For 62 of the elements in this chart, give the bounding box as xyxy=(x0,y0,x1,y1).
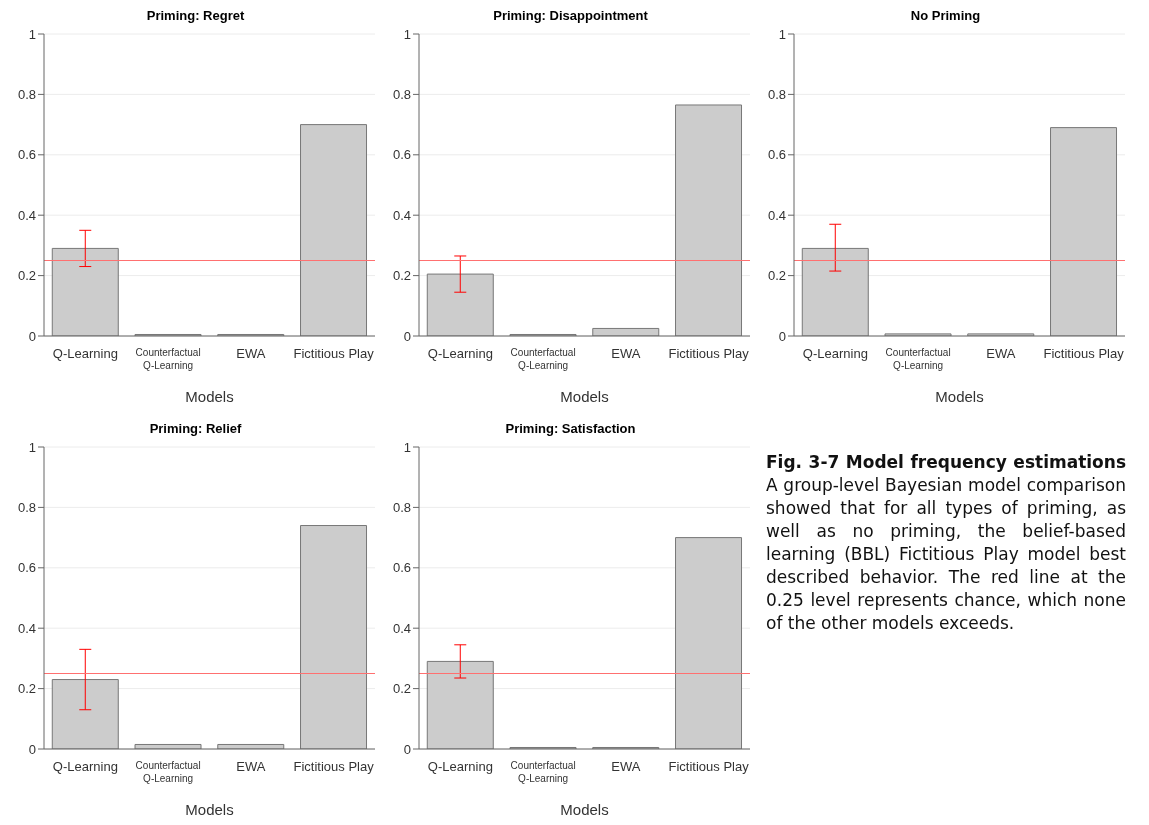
y-tick-label: 0.8 xyxy=(17,87,36,103)
x-tick-label: Counterfactual Q-Learning xyxy=(885,347,951,371)
y-tick-label: 1 xyxy=(403,439,411,455)
x-tick-label: EWA xyxy=(236,759,266,774)
y-tick-label: 0.8 xyxy=(392,500,411,516)
x-tick-label: Fictitious Play xyxy=(293,346,375,361)
y-tick-label: 0 xyxy=(403,741,411,757)
y-tick-label: 0.4 xyxy=(17,620,36,636)
y-tick-label: 1 xyxy=(28,439,36,455)
x-tick-label: Q-Learning xyxy=(427,346,493,361)
x-tick-label: Fictitious Play xyxy=(293,759,375,774)
chart-title: Priming: Disappointment xyxy=(492,8,649,25)
y-tick-label: 0 xyxy=(28,741,36,757)
x-tick-label: EWA xyxy=(611,759,641,774)
y-tick-label: 0.4 xyxy=(17,207,36,223)
y-tick-label: 0.2 xyxy=(392,681,411,697)
x-tick-label: Fictitious Play xyxy=(668,346,750,361)
x-tick-label: Counterfactual Q-Learning xyxy=(135,347,201,371)
y-tick-label: 1 xyxy=(403,26,411,42)
text: A group-level Bayesian model comparison showed that for all types of priming, as well as no priming, the belief-based learning (BBL) Fictitious Play model best described behavior. The red line at the 0.25 level represents chance, which none of the other models exceeds. xyxy=(766,475,1126,633)
text: Fig. 3-7 Model frequency estimations xyxy=(766,452,1126,472)
chart-title: Priming: Regret xyxy=(145,8,246,25)
y-tick-label: 0.4 xyxy=(392,207,411,223)
x-tick-label: EWA xyxy=(986,346,1016,361)
y-tick-label: 0.8 xyxy=(392,87,411,103)
x-tick-label: Counterfactual Q-Learning xyxy=(135,760,201,784)
x-tick-label: EWA xyxy=(236,346,266,361)
y-tick-label: 0.6 xyxy=(17,560,36,576)
y-tick-label: 0.6 xyxy=(767,147,786,163)
y-tick-label: 0.2 xyxy=(767,268,786,284)
x-tick-label: Q-Learning xyxy=(427,759,493,774)
x-axis-title: Models xyxy=(560,387,609,405)
y-tick-label: 0 xyxy=(403,328,411,344)
y-tick-label: 0.8 xyxy=(767,87,786,103)
x-tick-label: Fictitious Play xyxy=(668,759,750,774)
x-axis-title: Models xyxy=(185,800,234,818)
y-tick-label: 1 xyxy=(28,26,36,42)
x-tick-label: Q-Learning xyxy=(802,346,868,361)
x-axis-title: Models xyxy=(185,387,234,405)
y-tick-label: 0.4 xyxy=(767,207,786,223)
chart-title: Priming: Relief xyxy=(148,421,243,438)
x-axis-title: Models xyxy=(935,387,984,405)
x-axis-title: Models xyxy=(560,800,609,818)
x-tick-label: EWA xyxy=(611,346,641,361)
y-tick-label: 1 xyxy=(778,26,786,42)
chart-title: No Priming xyxy=(909,8,982,25)
x-tick-label: Counterfactual Q-Learning xyxy=(510,760,576,784)
y-tick-label: 0.4 xyxy=(392,620,411,636)
y-tick-label: 0 xyxy=(778,328,786,344)
x-tick-label: Fictitious Play xyxy=(1043,346,1125,361)
x-tick-label: Counterfactual Q-Learning xyxy=(510,347,576,371)
y-tick-label: 0.2 xyxy=(17,268,36,284)
y-tick-label: 0.6 xyxy=(392,560,411,576)
y-tick-label: 0.6 xyxy=(17,147,36,163)
y-tick-label: 0.8 xyxy=(17,500,36,516)
x-tick-label: Q-Learning xyxy=(52,346,118,361)
chart-title: Priming: Satisfaction xyxy=(504,421,637,438)
y-tick-label: 0 xyxy=(28,328,36,344)
y-tick-label: 0.2 xyxy=(392,268,411,284)
x-tick-label: Q-Learning xyxy=(52,759,118,774)
y-tick-label: 0.2 xyxy=(17,681,36,697)
y-tick-label: 0.6 xyxy=(392,147,411,163)
